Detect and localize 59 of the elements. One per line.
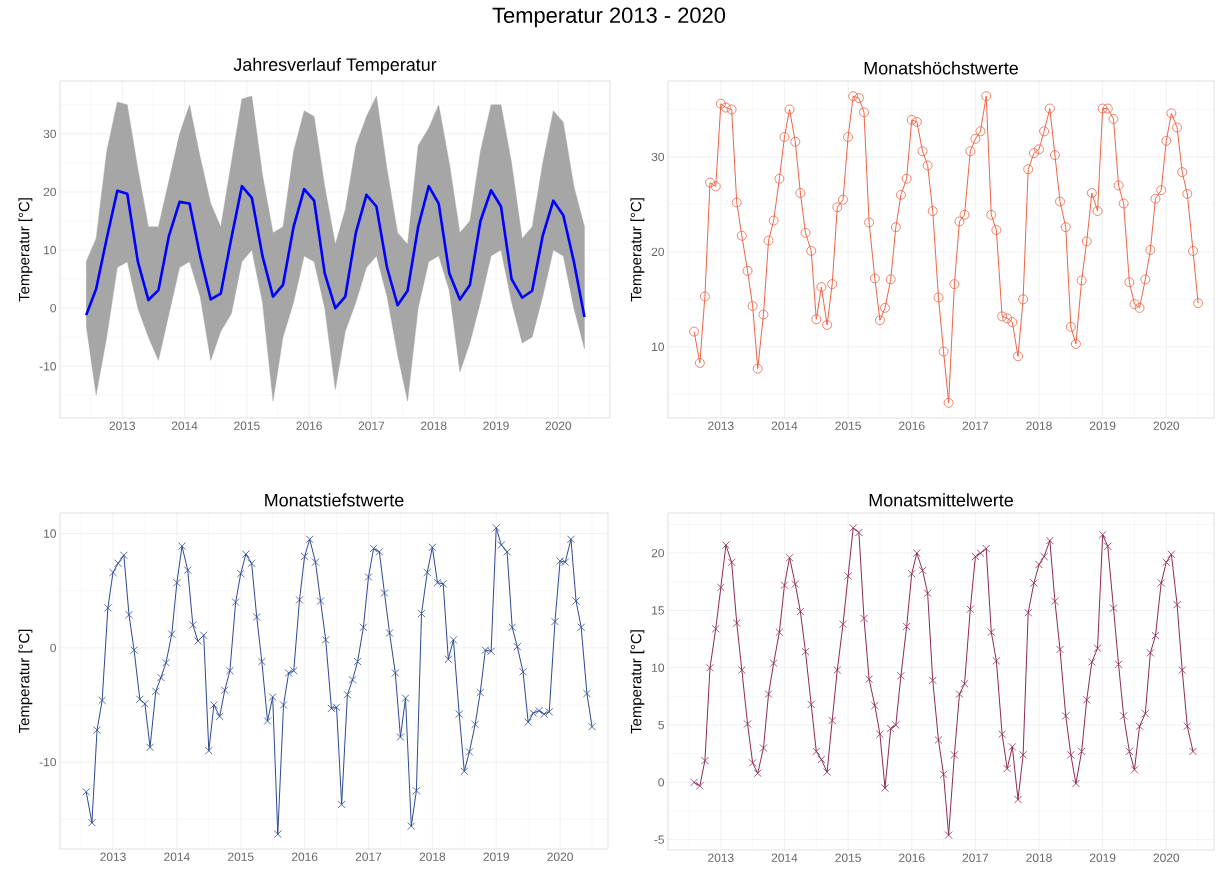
y-tick-label: 20 [651, 247, 665, 257]
chart-subtitle: Monatstiefstwerte [265, 493, 404, 507]
x-tick-label: 2013 [109, 421, 136, 430]
x-tick-label: 2019 [483, 852, 509, 861]
chart-subtitle: Jahresverlauf Temperatur [233, 57, 437, 75]
y-tick-label: 5 [658, 720, 664, 730]
chart-subtitle: Monatshöchstwerte [864, 61, 1018, 75]
x-tick-label: 2018 [1026, 853, 1052, 862]
x-tick-label: 2014 [164, 852, 190, 861]
x-tick-label: 2017 [358, 421, 385, 430]
x-tick-label: 2017 [962, 421, 989, 430]
y-tick-label: 20 [43, 187, 57, 197]
x-tick-label: 2013 [708, 421, 734, 430]
y-tick-label: -10 [39, 757, 57, 767]
x-tick-label: 2016 [291, 852, 318, 861]
y-axis-title: Temperatur [°C] [18, 629, 33, 734]
y-tick-label: 0 [50, 303, 57, 313]
chart-title: Temperatur 2013 - 2020 [492, 7, 726, 28]
y-tick-label: 10 [652, 663, 665, 672]
y-tick-label: 15 [652, 606, 664, 615]
x-tick-label: 2014 [771, 853, 798, 862]
x-tick-label: 2015 [835, 853, 861, 862]
chart-subtitle: Monatsmittelwerte [869, 493, 1013, 507]
line-series [84, 184, 586, 319]
y-tick-label: 30 [651, 152, 665, 162]
y-tick-label: 10 [652, 342, 665, 352]
y-tick-label: 0 [658, 778, 665, 787]
x-tick-label: 2018 [421, 421, 447, 430]
x-tick-label: 2018 [1026, 421, 1052, 430]
y-tick-label: 10 [44, 529, 57, 538]
y-axis-title: Temperatur [°C] [18, 198, 33, 302]
y-axis-title: Temperatur [°C] [630, 198, 645, 302]
y-tick-label: 10 [44, 245, 57, 255]
x-tick-label: 2014 [171, 421, 198, 430]
x-tick-label: 2016 [296, 421, 322, 430]
x-tick-label: 2015 [835, 421, 861, 430]
x-tick-label: 2020 [1153, 421, 1180, 430]
x-tick-label: 2013 [708, 853, 734, 862]
x-tick-label: 2018 [419, 852, 446, 861]
x-tick-label: 2019 [483, 421, 509, 430]
x-tick-label: 2020 [547, 852, 573, 861]
x-tick-label: 2016 [899, 421, 925, 430]
x-tick-label: 2013 [100, 852, 126, 861]
x-tick-label: 2014 [771, 421, 798, 430]
y-axis-title: Temperatur [°C] [630, 630, 645, 734]
x-tick-label: 2020 [1153, 853, 1180, 862]
x-tick-label: 2019 [1089, 853, 1116, 862]
y-tick-label: 20 [651, 548, 665, 558]
y-tick-label: -5 [654, 835, 664, 844]
x-tick-label: 2019 [1089, 421, 1116, 430]
x-tick-label: 2016 [899, 853, 925, 862]
x-tick-label: 2017 [962, 853, 989, 862]
x-tick-label: 2020 [545, 421, 572, 430]
x-tick-label: 2015 [234, 421, 260, 430]
x-tick-label: 2017 [355, 852, 382, 861]
x-tick-label: 2015 [228, 852, 254, 861]
y-tick-label: 30 [43, 129, 57, 139]
y-tick-label: -10 [39, 362, 57, 371]
y-tick-label: 0 [50, 643, 57, 653]
